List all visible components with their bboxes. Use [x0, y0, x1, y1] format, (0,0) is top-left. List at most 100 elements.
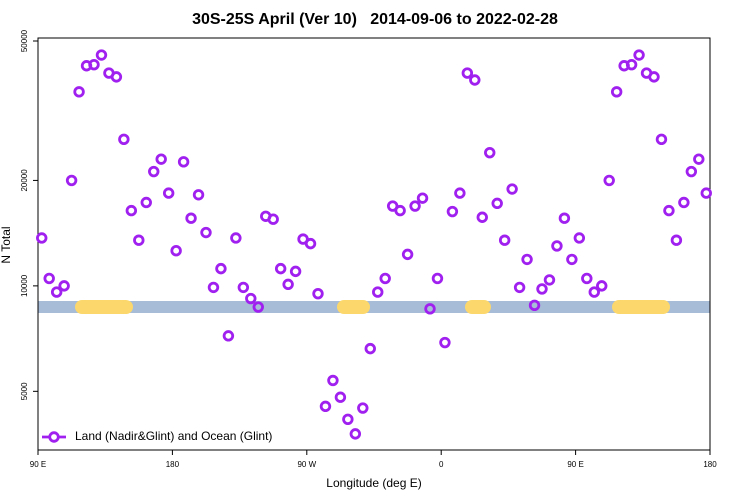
point — [289, 265, 302, 278]
point — [633, 49, 645, 61]
point — [528, 299, 541, 312]
point — [685, 165, 698, 178]
x-tick-label: 180 — [703, 460, 717, 469]
point — [110, 71, 123, 83]
point — [43, 272, 55, 285]
x-tick-label: 90 E — [30, 460, 46, 469]
point — [237, 281, 250, 294]
x-tick-label: 180 — [166, 460, 180, 469]
point — [581, 272, 593, 285]
point — [162, 187, 175, 199]
point — [312, 287, 324, 300]
point — [274, 262, 287, 275]
point — [125, 204, 138, 217]
point — [484, 146, 496, 159]
legend-marker — [48, 431, 60, 443]
point — [73, 86, 85, 98]
point — [334, 391, 347, 403]
point — [536, 283, 548, 295]
point — [603, 174, 615, 187]
point — [491, 197, 503, 210]
x-tick-label: 0 — [439, 460, 444, 469]
point — [88, 58, 100, 71]
point — [498, 234, 511, 246]
point — [222, 330, 235, 342]
point — [670, 234, 683, 246]
point — [543, 274, 556, 286]
y-tick-label: 20000 — [20, 169, 29, 192]
point — [379, 272, 391, 285]
point — [327, 374, 339, 387]
point — [469, 74, 481, 86]
point — [215, 262, 227, 275]
point — [513, 281, 526, 294]
point — [558, 212, 571, 224]
point — [349, 428, 362, 440]
point — [439, 336, 451, 349]
land-band — [612, 300, 670, 314]
point — [177, 156, 190, 168]
point — [454, 187, 466, 199]
point — [409, 200, 421, 212]
point — [401, 248, 414, 261]
point — [596, 280, 608, 292]
point — [648, 71, 660, 83]
point — [192, 189, 205, 201]
point — [372, 286, 384, 298]
point — [36, 232, 48, 244]
point — [461, 67, 474, 79]
point — [521, 253, 533, 266]
point — [566, 253, 578, 266]
point — [663, 204, 675, 217]
point — [573, 232, 586, 244]
point — [185, 212, 197, 224]
point — [50, 286, 63, 298]
legend-label: Land (Nadir&Glint) and Ocean (Glint) — [75, 429, 272, 443]
chart-title: 30S-25S April (Ver 10) 2014-09-06 to 202… — [192, 11, 558, 28]
y-tick-label: 5000 — [20, 382, 29, 400]
point — [364, 342, 376, 355]
point — [267, 213, 279, 225]
point — [655, 133, 668, 146]
point — [551, 240, 563, 252]
point — [610, 86, 623, 98]
point — [394, 204, 406, 217]
point — [357, 402, 369, 414]
y-axis-title: N Total — [0, 226, 13, 263]
point — [118, 133, 130, 146]
y-tick-label: 50000 — [20, 29, 29, 52]
land-band — [465, 300, 491, 314]
point — [148, 165, 160, 178]
point — [245, 292, 257, 305]
x-axis-title: Longitude (deg E) — [326, 476, 421, 490]
plot-frame — [37, 37, 711, 451]
point — [476, 211, 488, 223]
point — [200, 226, 212, 239]
ocean-band — [38, 301, 710, 313]
point — [416, 192, 429, 204]
point — [446, 205, 459, 218]
land-band — [337, 300, 370, 314]
point — [319, 400, 332, 413]
point — [625, 58, 638, 71]
point — [133, 234, 145, 246]
point — [252, 301, 264, 313]
point — [700, 187, 712, 199]
point — [506, 183, 518, 195]
point — [230, 232, 242, 244]
point — [424, 303, 436, 315]
point — [170, 245, 182, 257]
point — [693, 153, 705, 165]
point — [431, 272, 444, 285]
point — [342, 413, 354, 426]
land-band — [75, 300, 133, 314]
point — [155, 153, 167, 165]
x-tick-label: 90 E — [567, 460, 583, 469]
surface-band — [38, 300, 710, 314]
y-tick-label: 10000 — [20, 274, 29, 297]
point — [58, 280, 70, 292]
point — [207, 281, 220, 294]
point — [282, 278, 294, 291]
point — [304, 237, 317, 250]
